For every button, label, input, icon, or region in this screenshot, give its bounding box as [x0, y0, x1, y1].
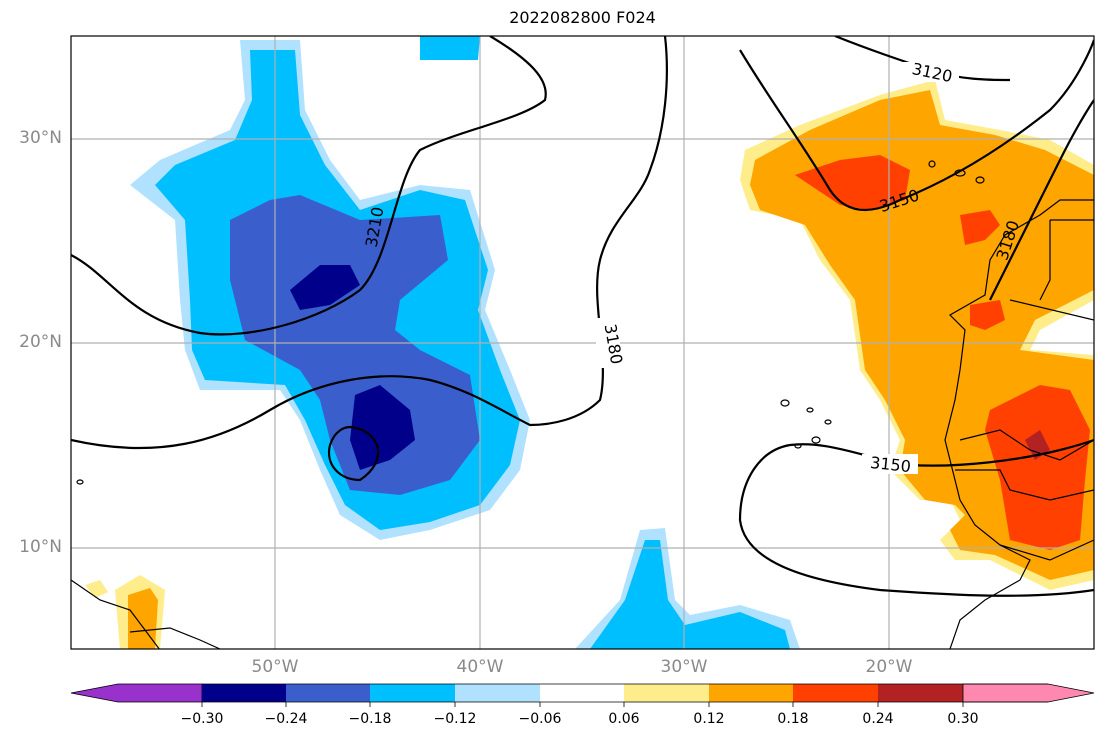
pos-anomaly-red1	[795, 155, 910, 210]
lat-label-30n: 30°N	[19, 128, 62, 148]
colorbar-tick-label: 0.30	[947, 711, 979, 727]
lat-label-10n: 10°N	[19, 537, 62, 557]
plot-frame	[70, 35, 1095, 650]
colorbar-tick-label: −0.12	[433, 711, 477, 727]
map-title: 2022082800 F024	[509, 8, 656, 27]
neg-anomaly-core2	[350, 385, 415, 470]
lon-label-30w: 30°W	[660, 657, 708, 677]
pos-anomaly-red3	[970, 300, 1005, 330]
colorbar-tick-label: −0.18	[348, 711, 392, 727]
colorbar-tick-label: 0.24	[862, 711, 894, 727]
colorbar-tick-label: −0.30	[180, 711, 224, 727]
colorbar-tick-label: 0.06	[608, 711, 640, 727]
pos-anomaly-sw2	[85, 580, 108, 598]
colorbar-tick-label: −0.06	[518, 711, 562, 727]
contour-label-bg	[903, 62, 959, 82]
coastlines	[71, 199, 1094, 649]
lat-label-20n: 20°N	[19, 332, 62, 352]
neg-anomaly-south-inner	[590, 540, 790, 649]
neg-anomaly-mid	[230, 195, 480, 495]
pos-anomaly-dark	[1025, 430, 1050, 460]
colorbar-tick-label: 0.12	[693, 711, 725, 727]
neg-anomaly-core1	[290, 265, 360, 310]
lon-label-50w: 50°W	[251, 657, 299, 677]
colorbar-tick-label: −0.24	[264, 711, 308, 727]
gridlines	[71, 36, 1094, 649]
pos-anomaly-sw-inner	[128, 588, 158, 649]
pos-anomaly-red4	[985, 385, 1090, 550]
colorbar-tick-label: 0.18	[777, 711, 809, 727]
lon-label-40w: 40°W	[456, 657, 504, 677]
contour-label-bg2	[596, 318, 620, 368]
colorbar	[70, 683, 1095, 707]
contour-label-bg3	[862, 454, 918, 474]
contour-label-3150-south: 3150	[869, 453, 911, 476]
pos-anomaly-red2	[960, 210, 1000, 245]
lon-label-20w: 20°W	[865, 657, 913, 677]
neg-anomaly-top	[420, 36, 480, 60]
